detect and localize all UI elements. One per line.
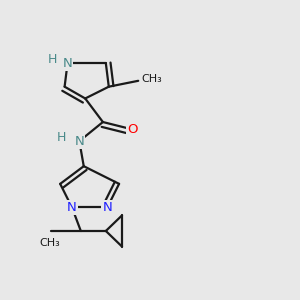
Text: N: N xyxy=(63,57,72,70)
Text: O: O xyxy=(127,123,138,136)
Text: N: N xyxy=(102,201,112,214)
Text: N: N xyxy=(74,135,84,148)
Text: CH₃: CH₃ xyxy=(40,238,60,248)
Text: H: H xyxy=(48,53,58,66)
Text: H: H xyxy=(57,131,66,144)
Text: N: N xyxy=(67,201,77,214)
Text: CH₃: CH₃ xyxy=(141,74,162,84)
